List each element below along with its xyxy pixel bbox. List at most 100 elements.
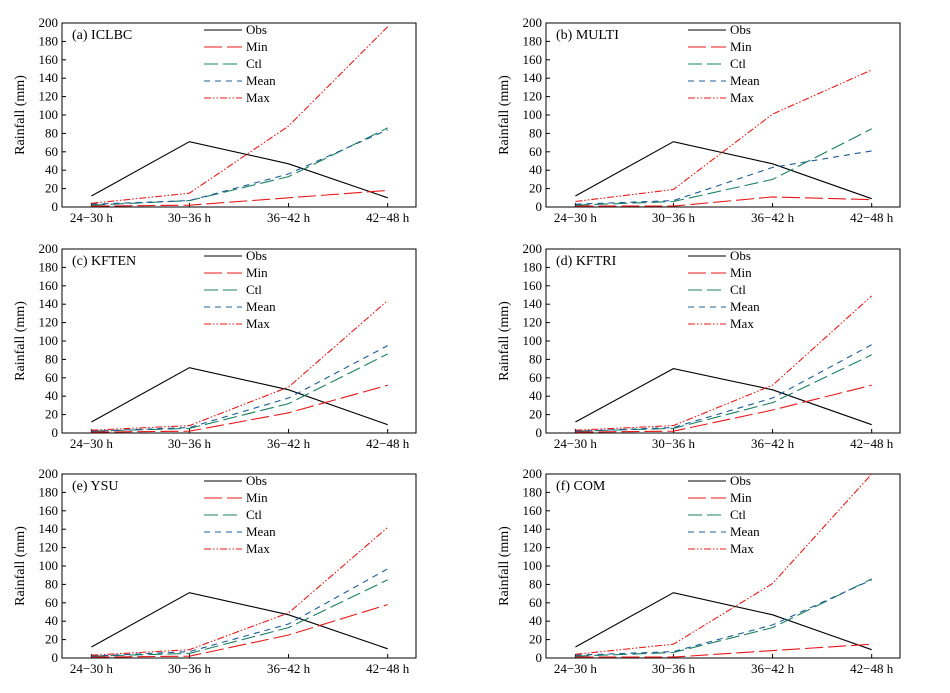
series-line-obs	[575, 368, 872, 426]
x-tick-label: 24−30 h	[554, 210, 598, 225]
x-tick-label: 30−36 h	[168, 661, 212, 676]
x-tick-label: 24−30 h	[554, 436, 598, 451]
y-tick-label: 60	[45, 370, 58, 385]
x-tick-label: 42−48 h	[850, 210, 894, 225]
y-tick-label: 60	[45, 595, 58, 610]
plot-frame	[61, 248, 417, 434]
y-tick-label: 200	[523, 466, 543, 481]
legend-label-mean: Mean	[730, 299, 760, 314]
chart-panel-4: 0 20 40 60 80 100 120 140 160 180 200 Rainfall (mm)…	[497, 241, 901, 451]
y-tick-label: 180	[523, 259, 543, 274]
legend-label-min: Min	[730, 39, 752, 54]
series-line-max	[575, 69, 872, 203]
legend-label-ctl: Ctl	[246, 282, 262, 297]
x-tick-label: 24−30 h	[70, 436, 114, 451]
series-line-max	[91, 26, 389, 204]
series-line-ctl	[91, 127, 388, 206]
legend-label-obs: Obs	[246, 22, 267, 37]
y-tick-label: 40	[45, 613, 58, 628]
y-tick-label: 160	[523, 52, 543, 67]
legend-label-mean: Mean	[730, 73, 760, 88]
y-tick-label: 20	[529, 407, 542, 422]
y-tick-label: 40	[45, 162, 58, 177]
y-axis-label: Rainfall (mm)	[13, 75, 28, 155]
y-tick-label: 40	[45, 388, 58, 403]
y-tick-label: 60	[45, 144, 58, 159]
legend-label-max: Max	[246, 541, 270, 556]
legend-label-max: Max	[246, 316, 270, 331]
x-tick-label: 30−36 h	[168, 436, 212, 451]
x-tick-label: 36−42 h	[751, 661, 795, 676]
plot-frame	[61, 473, 417, 659]
y-axis-label: Rainfall (mm)	[13, 301, 28, 381]
y-tick-label: 100	[39, 333, 59, 348]
legend-label-obs: Obs	[246, 248, 267, 263]
x-tick-label: 30−36 h	[652, 436, 696, 451]
series-line-ctl	[91, 579, 388, 657]
x-tick-label: 36−42 h	[267, 436, 311, 451]
y-tick-label: 40	[529, 613, 542, 628]
y-tick-label: 80	[529, 351, 542, 366]
legend-label-mean: Mean	[246, 524, 276, 539]
legend-label-mean: Mean	[246, 73, 276, 88]
y-tick-label: 180	[39, 259, 59, 274]
series-line-obs	[575, 141, 872, 200]
panel-title: (d) KFTRI	[556, 254, 617, 269]
y-tick-label: 100	[39, 107, 59, 122]
y-tick-label: 120	[523, 89, 543, 104]
y-tick-label: 80	[45, 125, 58, 140]
legend-label-min: Min	[246, 265, 268, 280]
legend-label-min: Min	[730, 265, 752, 280]
y-tick-label: 0	[536, 650, 543, 665]
y-tick-label: 80	[529, 576, 542, 591]
y-tick-label: 120	[523, 315, 543, 330]
y-tick-label: 120	[39, 540, 59, 555]
series-line-mean	[91, 345, 388, 432]
legend-label-min: Min	[246, 490, 268, 505]
y-tick-label: 140	[523, 296, 543, 311]
y-tick-label: 160	[523, 503, 543, 518]
y-axis-label: Rainfall (mm)	[497, 301, 512, 381]
series-line-max	[91, 526, 389, 656]
series-line-min	[575, 643, 872, 658]
series-line-ctl	[575, 128, 872, 206]
series-line-mean	[575, 344, 872, 432]
y-tick-label: 80	[45, 576, 58, 591]
chart-panel-5: 0 20 40 60 80 100 120 140 160 180 200 Rainfall (mm)…	[13, 466, 417, 676]
y-tick-label: 200	[523, 15, 543, 30]
x-tick-label: 36−42 h	[267, 210, 311, 225]
panel-title: (a) ICLBC	[72, 28, 132, 43]
y-tick-label: 180	[39, 484, 59, 499]
x-tick-label: 42−48 h	[366, 661, 410, 676]
series-line-obs	[575, 592, 872, 651]
y-tick-label: 160	[39, 503, 59, 518]
legend-label-ctl: Ctl	[730, 282, 746, 297]
y-tick-label: 20	[45, 181, 58, 196]
y-tick-label: 0	[536, 199, 543, 214]
chart-panel-1: 0 20 40 60 80 100 120 140 160 180 200 Rainfall (mm)…	[13, 15, 417, 225]
series-line-min	[575, 384, 872, 433]
series-line-obs	[91, 141, 388, 199]
panel-title: (e) YSU	[72, 479, 119, 494]
y-tick-label: 100	[39, 558, 59, 573]
legend-label-max: Max	[730, 316, 754, 331]
x-tick-label: 36−42 h	[751, 436, 795, 451]
y-tick-label: 100	[523, 558, 543, 573]
x-tick-label: 42−48 h	[850, 436, 894, 451]
y-tick-label: 60	[529, 144, 542, 159]
legend-label-ctl: Ctl	[246, 507, 262, 522]
x-tick-label: 24−30 h	[554, 661, 598, 676]
legend-label-obs: Obs	[730, 473, 751, 488]
y-tick-label: 200	[523, 241, 543, 256]
y-axis-label: Rainfall (mm)	[13, 526, 28, 606]
chart-panel-3: 0 20 40 60 80 100 120 140 160 180 200 Rainfall (mm)…	[13, 241, 417, 451]
panel-title: (c) KFTEN	[72, 254, 136, 269]
legend-label-max: Max	[730, 541, 754, 556]
series-line-mean	[91, 568, 388, 657]
y-tick-label: 200	[39, 241, 59, 256]
x-tick-label: 36−42 h	[267, 661, 311, 676]
series-line-mean	[91, 129, 388, 205]
series-line-max	[575, 473, 873, 655]
y-tick-label: 80	[529, 125, 542, 140]
